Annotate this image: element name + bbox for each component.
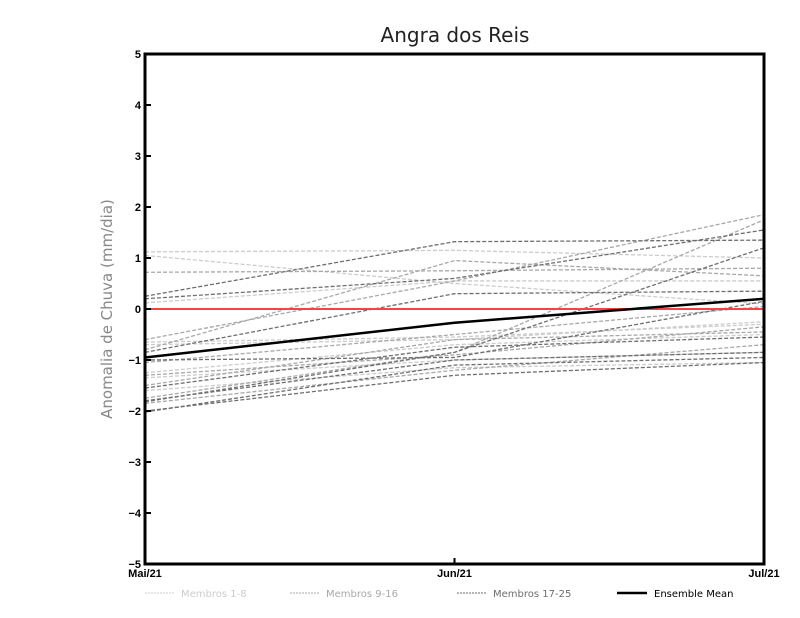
member-line-15 [144,331,765,387]
y-tick-label: 1 [135,253,141,265]
y-tick-label: 3 [135,151,141,163]
legend-label: Membros 9-16 [326,589,398,600]
y-tick-label: −5 [128,559,141,571]
chart-title: Angra dos Reis [381,23,530,47]
x-tick-label: Mai/21 [128,568,162,580]
x-tick-label: Jun/21 [437,568,472,580]
member-line-24 [144,247,765,403]
y-tick-label: −1 [128,355,141,367]
member-line-2 [144,280,764,304]
y-tick-label: −4 [128,508,141,520]
y-tick-label: 5 [135,49,141,61]
legend-label: Membros 1-8 [181,589,247,600]
member-line-21 [144,336,765,389]
member-line-18 [144,229,765,300]
member-line-13 [144,305,765,364]
member-line-25 [144,356,765,413]
x-tick-label: Jul/21 [748,568,779,580]
legend-label: Ensemble Mean [654,589,733,600]
member-line-20 [144,300,765,361]
member-line-11 [144,259,765,351]
y-tick-label: −3 [128,457,141,469]
member-line-3 [144,323,765,343]
member-line-22 [144,351,765,402]
ensemble-mean-line [144,297,765,359]
member-line-17 [144,239,765,297]
member-line-1 [144,249,765,259]
member-line-8 [144,254,765,305]
y-tick-label: −2 [128,406,141,418]
member-line-16 [144,344,765,404]
legend-label: Membros 17-25 [493,589,571,600]
member-line-9 [144,214,765,341]
plot-frame [143,52,766,566]
member-line-4 [144,333,765,374]
member-line-19 [144,290,765,353]
y-tick-label: 2 [135,202,141,214]
y-tick-label: 0 [135,304,141,316]
y-axis-label: Anomalia de Chuva (mm/dia) [98,199,116,419]
legend: Membros 1-8 Membros 9-16 Membros 17-25 Ense… [145,589,733,600]
series-layer [144,214,765,413]
member-line-12 [144,267,765,273]
member-line-23 [144,361,765,412]
y-tick-label: 4 [135,100,142,112]
member-line-14 [144,326,765,376]
